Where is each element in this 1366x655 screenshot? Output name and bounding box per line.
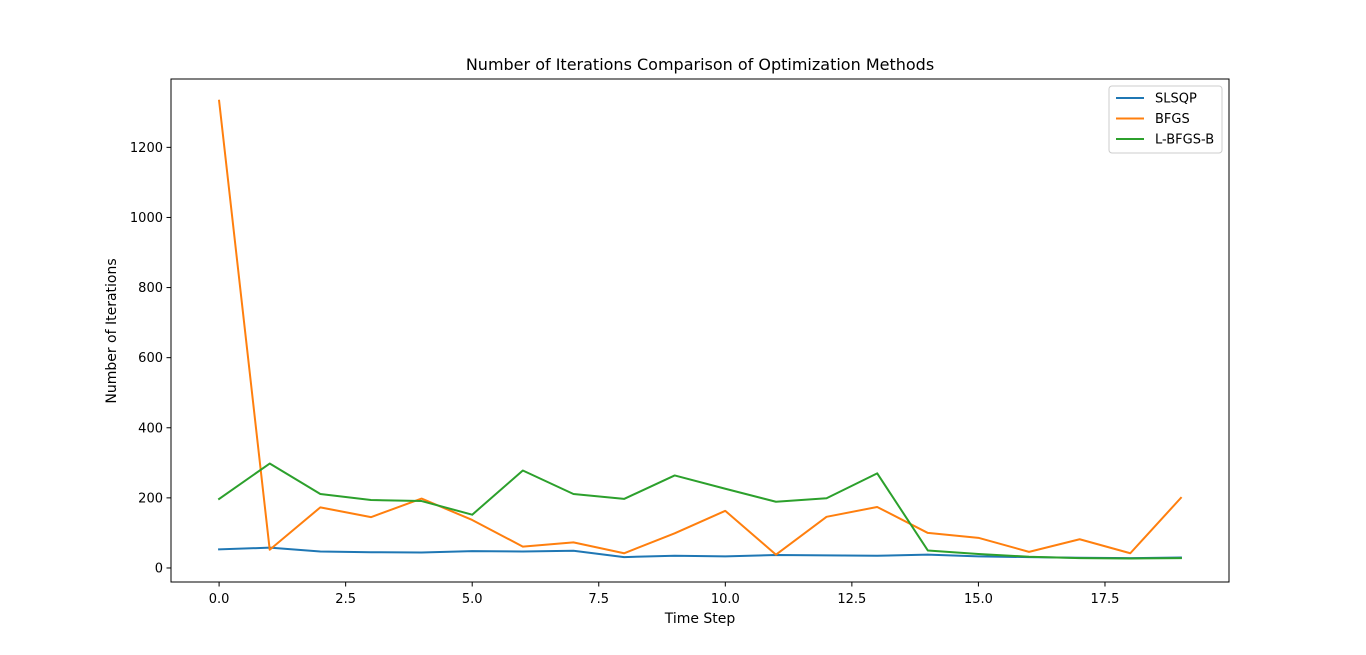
y-axis-label: Number of Iterations [104,258,120,403]
x-tick-label: 12.5 [837,592,866,607]
x-axis-label: Time Step [664,611,736,627]
chart-title: Number of Iterations Comparison of Optim… [466,55,934,74]
y-axis: 0 200 400 600 800 1000 1200 [130,141,171,576]
plot-frame [170,78,1230,583]
series-line-bfgs [217,99,1183,556]
legend-label-slsqp: SLSQP [1155,92,1197,107]
x-tick-label: 5.0 [462,592,483,607]
y-tick-label: 0 [155,561,163,576]
x-tick-label: 7.5 [588,592,609,607]
y-tick-label: 200 [138,491,163,506]
x-tick-label: 0.0 [209,592,230,607]
y-tick-label: 600 [138,351,163,366]
series-line-l-bfgs-b [217,462,1182,560]
series-layer [217,99,1183,560]
legend: SLSQP BFGS L-BFGS-B [1108,85,1223,154]
x-tick-label: 2.5 [335,592,356,607]
legend-label-bfgs: BFGS [1155,112,1190,127]
x-tick-label: 17.5 [1090,592,1119,607]
x-tick-label: 15.0 [964,592,993,607]
y-tick-label: 400 [138,421,163,436]
y-tick-label: 1000 [130,211,163,226]
x-axis: 0.0 2.5 5.0 7.5 10.0 12.5 15.0 17.5 [209,582,1119,607]
legend-box [1108,85,1223,154]
legend-label-l-bfgs-b: L-BFGS-B [1155,133,1214,148]
x-tick-label: 10.0 [711,592,740,607]
y-tick-label: 1200 [130,141,163,156]
y-tick-label: 800 [138,281,163,296]
